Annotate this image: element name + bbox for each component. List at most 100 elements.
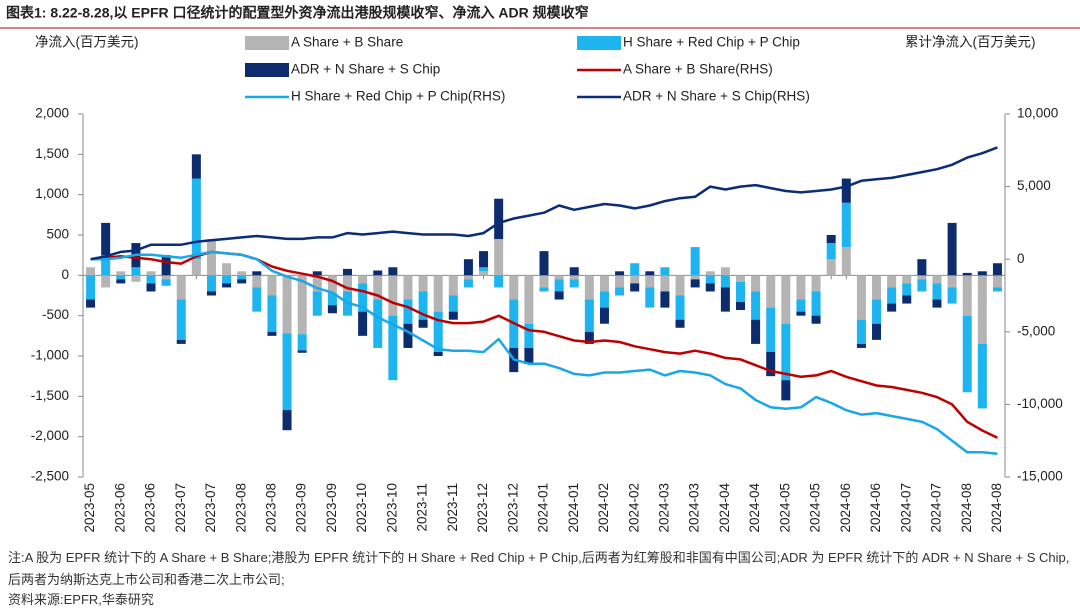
- legend-label: H Share + Red Chip + P Chip: [623, 35, 800, 50]
- y2-tick-label: -5,000: [1017, 323, 1055, 338]
- bar: [116, 271, 126, 276]
- y2-tick-label: 0: [1017, 251, 1025, 266]
- bar: [373, 299, 383, 348]
- bar: [433, 311, 443, 352]
- bar: [267, 275, 277, 296]
- bar: [796, 275, 806, 300]
- bar: [358, 311, 368, 336]
- bar: [237, 275, 247, 280]
- bar: [146, 283, 156, 292]
- bar: [766, 307, 776, 352]
- x-tick-label: 2024-01: [566, 483, 581, 533]
- x-tick-label: 2024-08: [989, 483, 1004, 533]
- bar: [433, 351, 443, 356]
- bar: [161, 255, 171, 276]
- bar: [191, 178, 201, 260]
- bar: [856, 319, 866, 344]
- x-tick-label: 2024-03: [687, 483, 702, 533]
- bar: [131, 267, 141, 276]
- x-tick-label: 2024-01: [536, 483, 551, 533]
- bar: [237, 271, 247, 276]
- bar: [554, 275, 564, 280]
- x-tick-label: 2023-12: [505, 483, 520, 533]
- bar: [297, 275, 307, 335]
- bar: [161, 279, 171, 286]
- bar: [932, 283, 942, 300]
- bar: [841, 247, 851, 276]
- bar: [539, 251, 549, 276]
- bar: [584, 331, 594, 344]
- bar: [796, 299, 806, 312]
- bar: [403, 323, 413, 348]
- bar: [781, 380, 791, 401]
- bar: [917, 259, 927, 276]
- x-tick-label: 2023-10: [384, 483, 399, 533]
- bar: [690, 275, 700, 280]
- bar: [735, 281, 745, 302]
- legend-label: H Share + Red Chip + P Chip(RHS): [291, 89, 505, 104]
- bar: [86, 275, 96, 300]
- bar: [358, 275, 368, 284]
- bar: [690, 279, 700, 288]
- bar: [101, 222, 111, 256]
- x-tick-label: 2024-07: [929, 483, 944, 533]
- bar: [947, 275, 957, 288]
- x-tick-label: 2024-04: [747, 483, 762, 533]
- bar: [509, 275, 519, 300]
- chart: 图表1: 8.22-8.28,以 EPFR 口径统计的配置型外资净流出港股规模收…: [0, 5, 1080, 533]
- bar: [675, 275, 685, 296]
- bar: [206, 275, 216, 292]
- bar: [599, 275, 609, 292]
- y2-tick-label: 10,000: [1017, 106, 1058, 121]
- bar: [887, 287, 897, 304]
- y2-axis-label: 累计净流入(百万美元): [905, 35, 1036, 50]
- bar: [494, 275, 504, 288]
- y-tick-label: 1,000: [35, 186, 69, 201]
- bar: [645, 275, 655, 288]
- x-tick-label: 2023-06: [143, 483, 158, 533]
- bar: [101, 275, 111, 288]
- bar: [252, 287, 262, 312]
- bar: [206, 291, 216, 296]
- bar: [373, 275, 383, 300]
- bar: [932, 275, 942, 284]
- bar: [222, 263, 232, 276]
- source: 资料来源:EPFR,华泰研究: [8, 592, 154, 607]
- bar: [539, 275, 549, 288]
- bar: [463, 259, 473, 276]
- bar: [811, 315, 821, 324]
- bar: [811, 275, 821, 292]
- bar: [826, 243, 836, 260]
- bar: [599, 307, 609, 324]
- bar: [615, 275, 625, 288]
- bar: [479, 267, 489, 272]
- legend-swatch: [245, 63, 289, 77]
- bar: [206, 239, 216, 276]
- bar: [660, 267, 670, 276]
- x-tick-label: 2023-09: [294, 483, 309, 533]
- legend-label: ADR + N Share + S Chip(RHS): [623, 89, 810, 104]
- note: 注:A 股为 EPFR 统计下的 A Share + B Share;港股为 E…: [8, 550, 1070, 587]
- bar: [494, 239, 504, 276]
- bar: [751, 319, 761, 344]
- bar: [902, 295, 912, 304]
- bar: [992, 263, 1002, 276]
- bar: [176, 275, 186, 300]
- bar: [282, 410, 292, 431]
- bar: [327, 305, 337, 314]
- x-tick-label: 2024-05: [808, 483, 823, 533]
- bar: [101, 255, 111, 276]
- bar: [675, 295, 685, 320]
- bar: [191, 259, 201, 276]
- bar: [312, 291, 322, 316]
- bar: [297, 334, 307, 351]
- bar: [660, 291, 670, 308]
- x-tick-label: 2023-05: [82, 483, 97, 533]
- chart-title: 图表1: 8.22-8.28,以 EPFR 口径统计的配置型外资净流出港股规模收…: [6, 5, 589, 21]
- bar: [630, 283, 640, 292]
- bar: [872, 299, 882, 324]
- bar: [524, 275, 534, 324]
- bar: [539, 287, 549, 292]
- x-tick-label: 2023-08: [263, 483, 278, 533]
